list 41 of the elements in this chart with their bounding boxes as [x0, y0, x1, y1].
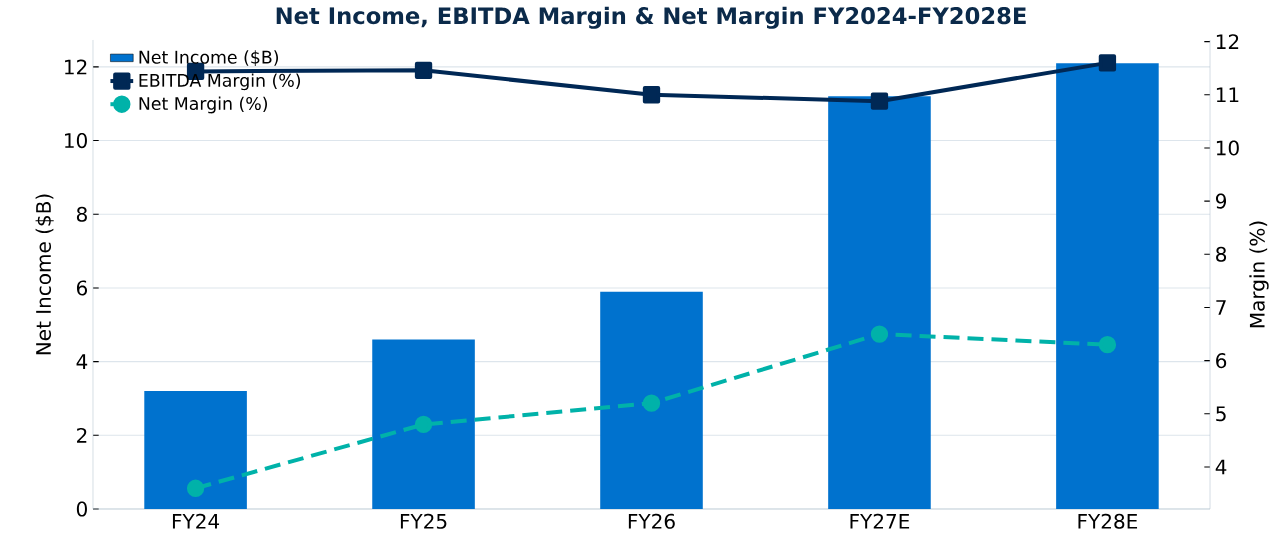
legend-label: Net Income ($B) [139, 50, 279, 67]
point [642, 86, 661, 104]
bar [828, 96, 931, 509]
y-tick-label: 12 [65, 59, 87, 75]
y-axis-title: Net Income ($B) [35, 194, 54, 355]
y-tick-label: 0 [76, 501, 87, 517]
bar [144, 391, 247, 509]
x-tick-label: FY25 [400, 513, 447, 529]
y-tick-label: 4 [76, 354, 88, 369]
y-tick-label: 6 [76, 280, 88, 296]
point [414, 61, 433, 79]
y2-tick-label: 10 [1216, 140, 1239, 156]
point [870, 325, 889, 343]
y-tick-label: 2 [77, 427, 87, 443]
y-tick-label: 10 [65, 133, 87, 149]
point [1098, 336, 1117, 354]
y-tick-label: 8 [76, 206, 87, 222]
point [870, 92, 889, 110]
x-tick-label: FY28E [1078, 513, 1138, 529]
point [1098, 54, 1117, 72]
y2-tick-label: 7 [1216, 300, 1226, 315]
x-tick-label: FY24 [172, 513, 220, 529]
y2-axis-title: Margin (%) [1249, 221, 1269, 328]
point [186, 479, 205, 497]
legend-label: Net Margin (%) [139, 96, 268, 114]
legend-label: EBITDA Margin (%) [139, 73, 301, 91]
bar [372, 339, 475, 509]
x-tick-label: FY26 [628, 513, 675, 529]
point [642, 394, 661, 412]
bar [1056, 63, 1159, 509]
y2-tick-label: 9 [1215, 193, 1227, 209]
y2-tick-label: 8 [1216, 246, 1227, 262]
point [414, 415, 433, 434]
y2-tick-label: 5 [1216, 406, 1226, 422]
y2-tick-label: 12 [1216, 34, 1239, 50]
y2-tick-label: 4 [1215, 459, 1227, 475]
chart-title: Net Income, EBITDA Margin & Net Margin FY2024-FY2028E [276, 6, 1026, 29]
y2-tick-label: 11 [1216, 87, 1239, 103]
y2-tick-label: 6 [1216, 353, 1227, 369]
bar [600, 291, 703, 509]
x-tick-label: FY27E [850, 513, 910, 529]
